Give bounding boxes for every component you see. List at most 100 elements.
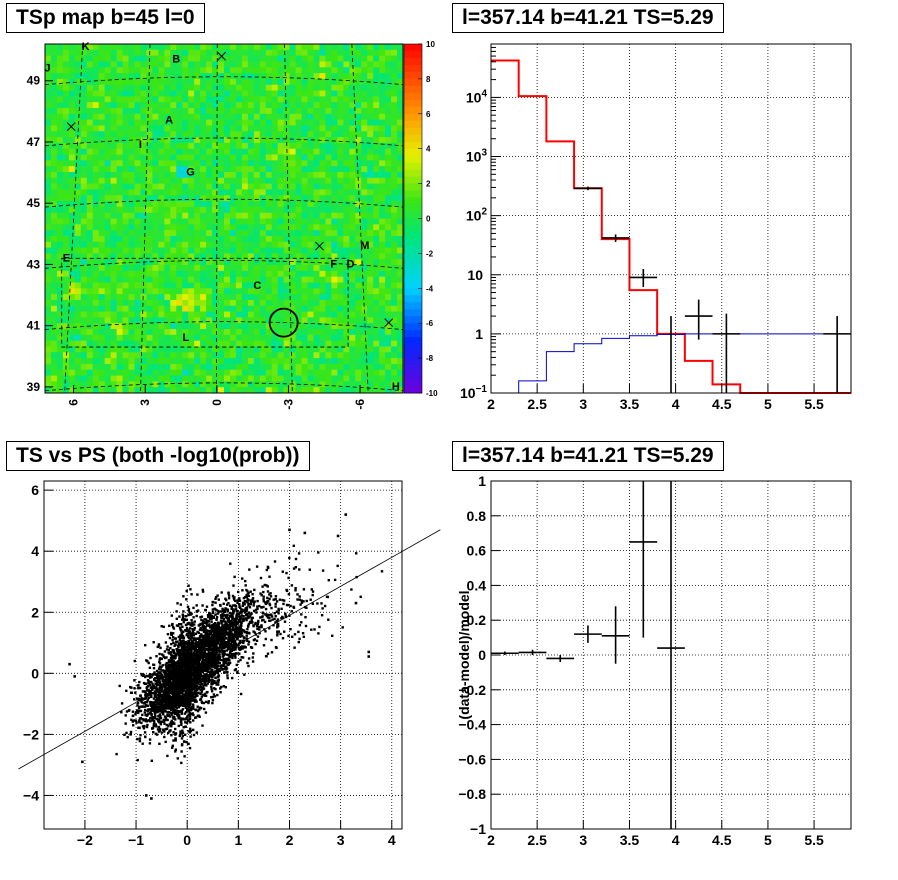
map-pixel — [158, 44, 164, 50]
map-pixel — [349, 184, 355, 190]
map-pixel — [248, 306, 254, 312]
map-pixel — [397, 184, 403, 190]
map-pixel — [319, 317, 325, 323]
map-pixel — [194, 376, 200, 382]
map-pixel — [194, 335, 200, 341]
map-pixel — [117, 300, 123, 306]
colorbar-segment — [404, 330, 422, 337]
map-pixel — [242, 370, 248, 376]
map-pixel — [397, 44, 403, 50]
map-pixel — [260, 207, 266, 213]
map-pixel — [236, 125, 242, 131]
colorbar-segment — [404, 309, 422, 316]
map-pixel — [111, 236, 117, 242]
scatter-point — [213, 674, 215, 676]
map-pixel — [140, 335, 146, 341]
map-pixel — [242, 317, 248, 323]
map-pixel — [176, 79, 182, 85]
map-pixel — [230, 364, 236, 370]
map-pixel — [123, 265, 129, 271]
map-pixel — [111, 184, 117, 190]
map-pixel — [260, 120, 266, 126]
map-pixel — [63, 189, 69, 195]
map-source-label: G — [186, 167, 195, 179]
map-pixel — [349, 236, 355, 242]
map-pixel — [135, 352, 141, 358]
map-pixel — [331, 56, 337, 62]
map-pixel — [57, 172, 63, 178]
map-pixel — [260, 312, 266, 318]
map-pixel — [135, 288, 141, 294]
scatter-point — [196, 615, 198, 617]
map-pixel — [361, 277, 367, 283]
map-pixel — [349, 224, 355, 230]
map-pixel — [379, 306, 385, 312]
map-pixel — [158, 160, 164, 166]
map-pixel — [206, 358, 212, 364]
map-pixel — [57, 143, 63, 149]
scatter-point — [212, 696, 214, 698]
map-pixel — [308, 230, 314, 236]
map-pixel — [260, 352, 266, 358]
map-pixel — [164, 352, 170, 358]
map-pixel — [385, 189, 391, 195]
map-pixel — [319, 44, 325, 50]
map-pixel — [164, 102, 170, 108]
map-pixel — [296, 172, 302, 178]
map-pixel — [331, 317, 337, 323]
map-pixel — [206, 195, 212, 201]
map-pixel — [45, 149, 51, 155]
map-pixel — [331, 189, 337, 195]
map-pixel — [200, 236, 206, 242]
map-pixel — [111, 131, 117, 137]
map-pixel — [236, 282, 242, 288]
map-pixel — [87, 102, 93, 108]
map-pixel — [158, 102, 164, 108]
map-pixel — [266, 166, 272, 172]
map-pixel — [397, 131, 403, 137]
map-pixel — [385, 282, 391, 288]
map-pixel — [391, 329, 397, 335]
map-pixel — [302, 294, 308, 300]
map-pixel — [242, 271, 248, 277]
map-pixel — [349, 149, 355, 155]
map-pixel — [87, 96, 93, 102]
map-pixel — [385, 50, 391, 56]
map-pixel — [373, 271, 379, 277]
map-pixel — [397, 236, 403, 242]
map-pixel — [349, 79, 355, 85]
map-pixel — [206, 236, 212, 242]
map-pixel — [212, 370, 218, 376]
map-pixel — [200, 341, 206, 347]
map-pixel — [278, 207, 284, 213]
map-pixel — [343, 108, 349, 114]
map-pixel — [206, 56, 212, 62]
map-pixel — [254, 300, 260, 306]
map-pixel — [75, 294, 81, 300]
map-pixel — [117, 44, 123, 50]
map-pixel — [343, 79, 349, 85]
map-pixel — [248, 56, 254, 62]
map-pixel — [296, 207, 302, 213]
map-pixel — [63, 242, 69, 248]
map-pixel — [325, 306, 331, 312]
map-pixel — [200, 61, 206, 67]
map-pixel — [337, 56, 343, 62]
map-pixel — [373, 125, 379, 131]
map-pixel — [337, 329, 343, 335]
map-pixel — [230, 306, 236, 312]
map-pixel — [367, 189, 373, 195]
map-pixel — [278, 341, 284, 347]
map-pixel — [290, 189, 296, 195]
map-pixel — [331, 312, 337, 318]
map-pixel — [218, 265, 224, 271]
map-pixel — [69, 155, 75, 161]
map-pixel — [57, 120, 63, 126]
map-pixel — [254, 219, 260, 225]
map-pixel — [105, 376, 111, 382]
map-pixel — [218, 224, 224, 230]
map-pixel — [337, 317, 343, 323]
map-pixel — [170, 195, 176, 201]
map-pixel — [319, 312, 325, 318]
map-pixel — [242, 329, 248, 335]
